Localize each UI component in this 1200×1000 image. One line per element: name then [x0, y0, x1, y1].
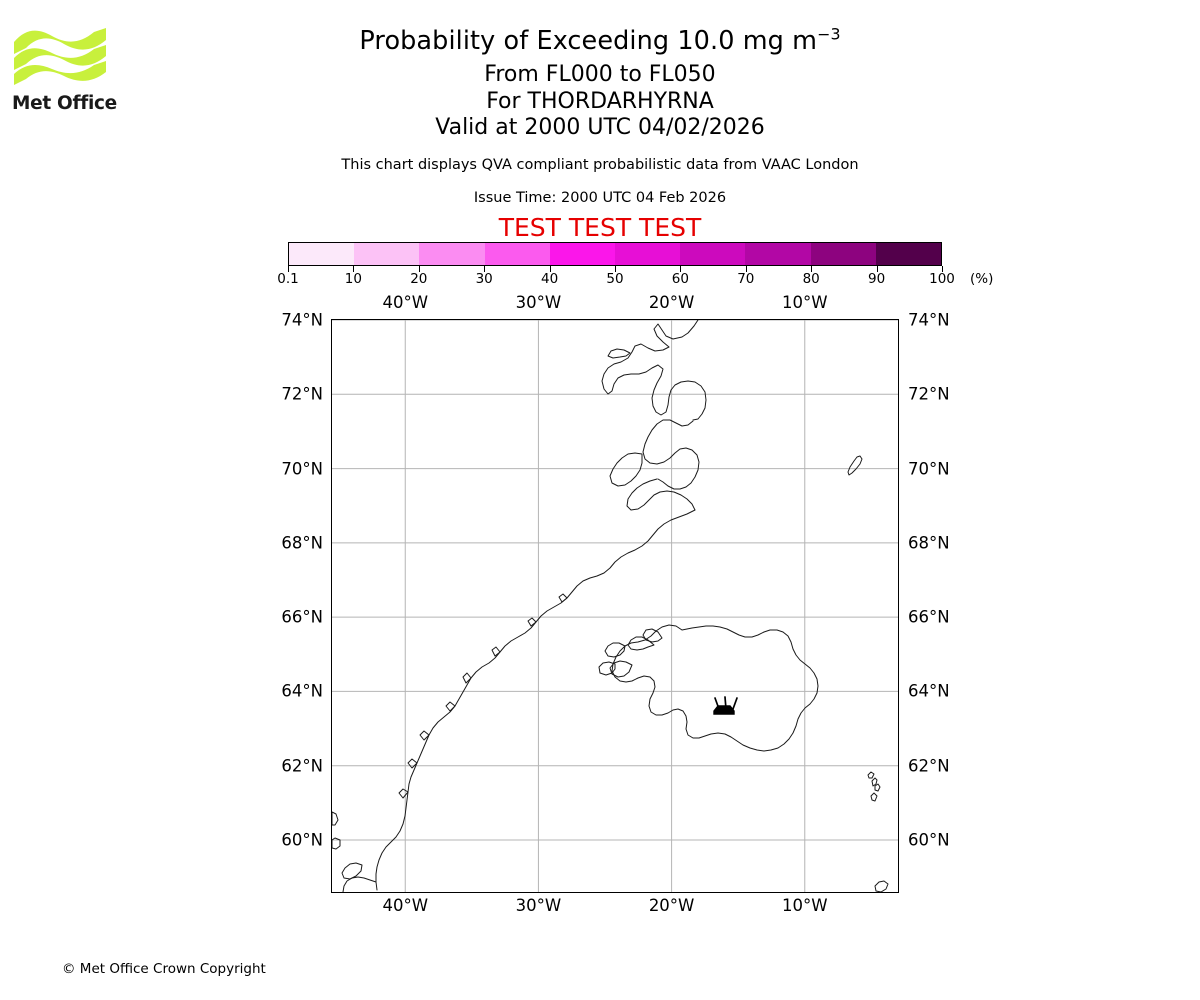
colorbar-tick-labels: 0.1 10 20 30 40 50 60 70 80 90 100: [277, 271, 955, 289]
lon-tick-label-bottom: 40°W: [382, 896, 429, 915]
colorbar-tick-label: 90: [868, 271, 886, 287]
colorbar-tick: [745, 266, 747, 272]
lon-tick-label-top: 30°W: [515, 293, 562, 312]
colorbar-ticks: [288, 266, 943, 273]
lon-tick-label-top: 10°W: [781, 293, 828, 312]
colorbar-tick-label: 80: [802, 271, 820, 287]
coastlines: [332, 320, 889, 892]
colorbar-band-1: [354, 243, 420, 265]
colorbar-bands: [288, 242, 942, 266]
probability-colorbar: 0.1 10 20 30 40 50 60 70 80 90 100: [277, 242, 955, 287]
lat-tick-label-left: 60°N: [281, 830, 323, 850]
map-plot-area: [331, 319, 899, 893]
colorbar-tick-label: 20: [410, 271, 428, 287]
qva-compliance-note: This chart displays QVA compliant probab…: [341, 157, 859, 173]
colorbar-tick-label: 30: [475, 271, 493, 287]
colorbar-band-7: [745, 243, 811, 265]
lon-tick-label-top: 20°W: [648, 293, 695, 312]
colorbar-tick: [680, 266, 682, 272]
lat-tick-label-left: 74°N: [281, 310, 323, 330]
lat-tick-label-right: 62°N: [908, 756, 950, 776]
map-gridlines: [332, 320, 898, 892]
colorbar-tick-label: 40: [541, 271, 559, 287]
colorbar-tick: [484, 266, 486, 272]
colorbar-tick-label: 0.1: [277, 271, 299, 287]
lon-tick-label-bottom: 10°W: [781, 896, 828, 915]
lat-tick-label-left: 64°N: [281, 681, 323, 701]
logo-waves-icon: [14, 28, 106, 85]
colorbar-tick-label: 70: [737, 271, 755, 287]
colorbar-tick: [615, 266, 616, 272]
colorbar-unit-label: (%): [970, 271, 994, 287]
colorbar-tick-label: 100: [929, 271, 955, 287]
colorbar-tick: [418, 266, 420, 272]
valid-time-subtitle: Valid at 2000 UTC 04/02/2026: [435, 115, 765, 140]
lat-tick-label-right: 68°N: [908, 533, 950, 553]
lon-tick-label-bottom: 30°W: [515, 896, 562, 915]
colorbar-tick: [811, 266, 813, 272]
lat-tick-label-right: 66°N: [908, 607, 950, 627]
lat-tick-label-left: 66°N: [281, 607, 323, 627]
colorbar-band-3: [484, 243, 550, 265]
volcano-marker-icon: [713, 696, 738, 715]
flight-levels-subtitle: From FL000 to FL050: [484, 62, 716, 87]
colorbar-band-5: [615, 243, 681, 265]
colorbar-band-6: [680, 243, 746, 265]
page-title-exponent: −3: [817, 24, 841, 44]
lon-tick-label-bottom: 20°W: [648, 896, 695, 915]
lat-tick-label-left: 72°N: [281, 384, 323, 404]
colorbar-band-8: [810, 243, 876, 265]
lat-tick-label-right: 74°N: [908, 310, 950, 330]
colorbar-tick: [942, 266, 943, 272]
logo-wordmark: Met Office: [12, 93, 117, 114]
lat-tick-label-right: 60°N: [908, 830, 950, 850]
lat-tick-label-right: 72°N: [908, 384, 950, 404]
lat-tick-label-right: 70°N: [908, 459, 950, 479]
colorbar-tick-label: 50: [606, 271, 624, 287]
test-banner: TEST TEST TEST: [498, 213, 702, 242]
colorbar-band-0: [289, 243, 355, 265]
colorbar-tick-label: 10: [344, 271, 362, 287]
colorbar-band-4: [549, 243, 616, 265]
lat-tick-label-right: 64°N: [908, 681, 950, 701]
met-office-logo: Met Office: [12, 22, 132, 117]
lon-tick-label-top: 40°W: [382, 293, 429, 312]
colorbar-tick: [549, 266, 551, 272]
volcano-name-subtitle: For THORDARHYRNA: [486, 89, 714, 114]
copyright-notice: © Met Office Crown Copyright: [62, 961, 266, 977]
colorbar-tick: [353, 266, 355, 272]
colorbar-band-9: [875, 243, 942, 265]
lat-tick-label-left: 68°N: [281, 533, 323, 553]
colorbar-tick: [288, 266, 289, 272]
map-canvas: [332, 320, 898, 892]
issue-time-label: Issue Time: 2000 UTC 04 Feb 2026: [473, 190, 727, 206]
colorbar-tick-label: 60: [671, 271, 689, 287]
lat-tick-label-left: 70°N: [281, 459, 323, 479]
page-title: Probability of Exceeding 10.0 mg m−3: [0, 26, 1200, 56]
colorbar-band-2: [419, 243, 485, 265]
colorbar-tick: [876, 266, 878, 272]
page-title-text: Probability of Exceeding 10.0 mg m: [359, 26, 818, 56]
lat-tick-label-left: 62°N: [281, 756, 323, 776]
